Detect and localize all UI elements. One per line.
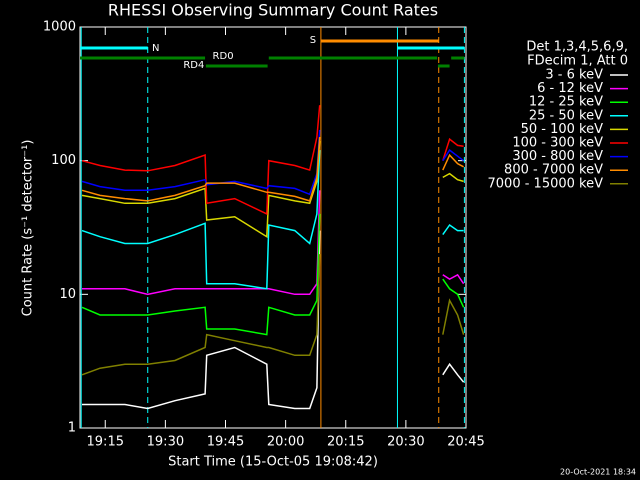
x-axis-label: Start Time (15-Oct-05 19:08:42) <box>168 455 378 470</box>
y-tick-label: 100 <box>51 153 76 168</box>
timestamp: 20-Oct-2021 18:34 <box>560 468 636 477</box>
legend-label: 800 - 7000 keV <box>504 163 603 178</box>
series-line <box>82 230 465 410</box>
legend-title: FDecim 1, Att 0 <box>527 54 628 69</box>
x-tick-label: 19:15 <box>87 435 124 450</box>
x-tick-label: 19:45 <box>207 435 244 450</box>
flag-label: N <box>152 43 159 54</box>
series-line <box>81 105 464 216</box>
y-axis-label: Count Rate (s⁻¹ detector⁻¹) <box>21 140 36 317</box>
x-tick-label: 20:45 <box>447 435 484 450</box>
x-tick-label: 20:30 <box>387 435 424 450</box>
x-tick-label: 20:15 <box>327 435 364 450</box>
legend-title: Det 1,3,4,5,6,9, <box>526 40 628 55</box>
chart-title: RHESSI Observing Summary Count Rates <box>108 1 438 20</box>
flag-label: RD0 <box>213 51 234 62</box>
series-line <box>81 137 464 202</box>
series-line <box>81 213 465 336</box>
series-line <box>81 254 465 376</box>
legend-label: 25 - 50 keV <box>529 108 603 123</box>
y-tick-label: 1 <box>68 421 76 436</box>
legend-label: 6 - 12 keV <box>537 81 603 96</box>
legend-label: 7000 - 15000 keV <box>488 176 604 191</box>
flag-label: RD4 <box>183 60 204 71</box>
plot-frame <box>79 26 467 429</box>
flag-label: S <box>310 35 316 46</box>
x-tick-label: 19:30 <box>147 435 184 450</box>
y-tick-label: 10 <box>59 287 76 302</box>
legend-label: 50 - 100 keV <box>521 122 604 137</box>
legend-label: 3 - 6 keV <box>545 68 603 83</box>
legend-label: 300 - 800 keV <box>512 149 603 164</box>
series-line <box>81 150 464 290</box>
legend-label: 100 - 300 keV <box>512 136 603 151</box>
x-tick-label: 20:00 <box>267 435 304 450</box>
series-line <box>81 141 464 239</box>
series-line <box>82 190 465 296</box>
y-tick-label: 1000 <box>43 20 76 35</box>
legend-label: 12 - 25 keV <box>529 95 603 110</box>
